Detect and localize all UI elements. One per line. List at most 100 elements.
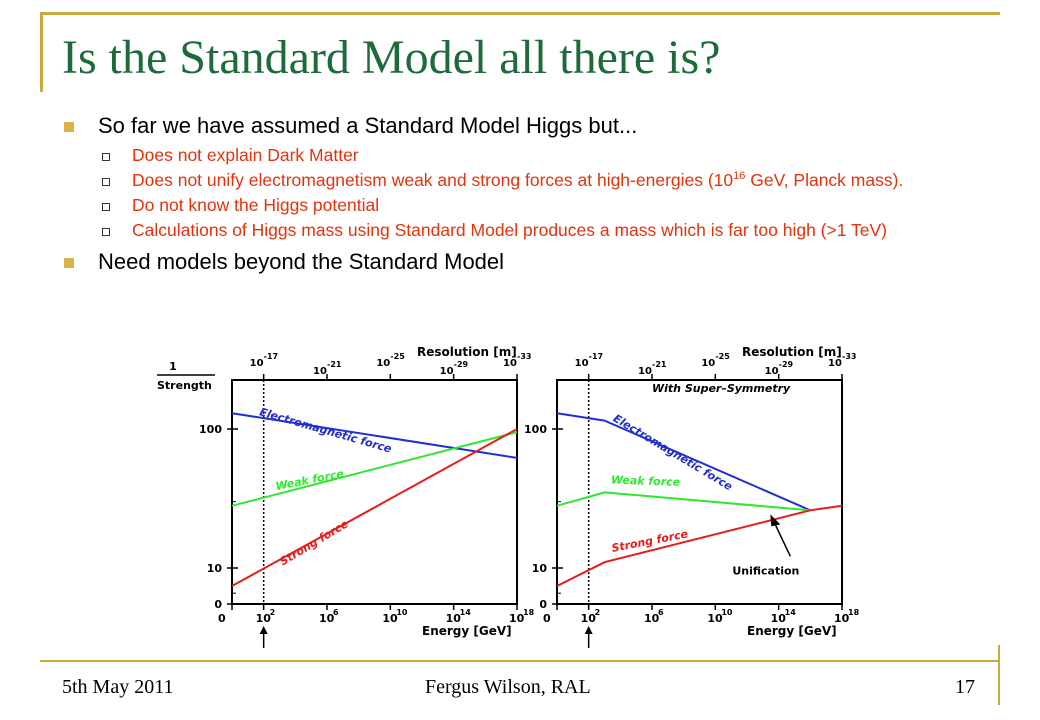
top-tick-label: 10: [765, 366, 779, 377]
y-axis-label-numerator: 1: [169, 360, 177, 373]
x-tick-label: 10: [446, 612, 462, 625]
x-tick-exponent: 10: [721, 608, 733, 617]
x-tick-label: 10: [256, 612, 272, 625]
series-line-electromagnetic-force: [231, 412, 518, 459]
bullet-sm-higgs: So far we have assumed a Standard Model …: [62, 112, 980, 140]
top-tick-exponent: -33: [842, 352, 856, 361]
x-tick-label: 10: [581, 612, 597, 625]
series-line-weak-force: [556, 491, 811, 512]
top-tick-exponent: -25: [715, 352, 730, 361]
top-tick-label: 10: [701, 358, 715, 369]
x-tick-exponent: 6: [333, 608, 339, 617]
top-tick-exponent: -21: [652, 360, 667, 369]
series-line-weak-force: [231, 431, 518, 507]
lep-arrow-head: [584, 626, 593, 634]
sub-bullet-box-icon: [102, 228, 110, 236]
sub-bullet-text: Calculations of Higgs mass using Standar…: [132, 220, 887, 240]
top-tick-label: 10: [638, 366, 652, 377]
series-label: Weak force: [274, 467, 345, 493]
x-axis-label: Energy [GeV]: [422, 624, 512, 638]
top-tick-exponent: -17: [264, 352, 278, 361]
x-tick-label: 10: [319, 612, 335, 625]
y-tick-label: 100: [524, 423, 547, 436]
unification-label: Unification: [732, 564, 799, 577]
footer-author: Fergus Wilson, RAL: [425, 676, 591, 698]
top-tick-exponent: -33: [517, 352, 531, 361]
sub-bullet-dark-matter: Does not explain Dark Matter: [62, 146, 980, 165]
x-tick-exponent: 18: [848, 608, 860, 617]
series-line-strong-force: [231, 428, 518, 587]
top-tick-exponent: -17: [589, 352, 603, 361]
slide-title: Is the Standard Model all there is?: [62, 31, 721, 84]
unification-arrow-head: [770, 514, 781, 527]
series-label: Strong force: [278, 517, 352, 568]
lep-arrow-head: [259, 626, 268, 634]
top-tick-label: 10: [313, 366, 327, 377]
series-label: Electromagnetic force: [258, 405, 393, 455]
footer-date: 5th May 2011: [62, 676, 174, 698]
exponent: 16: [733, 170, 746, 182]
x-tick-label: 0: [218, 612, 226, 625]
series-label: Weak force: [611, 473, 681, 488]
top-tick-label: 10: [575, 358, 589, 369]
top-tick-exponent: -29: [454, 360, 469, 369]
sub-bullet-unification: Does not unify electromagnetism weak and…: [62, 171, 980, 190]
top-tick-label: 10: [440, 366, 454, 377]
y-tick-label: 0: [539, 598, 547, 611]
top-tick-exponent: -21: [327, 360, 342, 369]
footer-right-rule: [998, 645, 1000, 705]
sub-bullet-text: Does not unify electromagnetism weak and…: [132, 170, 734, 190]
top-tick-exponent: -25: [390, 352, 405, 361]
series-line-electromagnetic-force: [556, 412, 811, 512]
x-tick-exponent: 2: [270, 608, 276, 617]
plot-frame: [231, 379, 518, 605]
x-tick-exponent: 10: [396, 608, 408, 617]
y-tick-label: 0: [214, 598, 222, 611]
top-tick-label: 10: [503, 358, 517, 369]
bullet-beyond-sm: Need models beyond the Standard Model: [62, 248, 980, 276]
top-axis-label: Resolution [m]: [742, 345, 842, 359]
sub-bullet-text: Does not explain Dark Matter: [132, 145, 359, 165]
x-tick-label: 10: [644, 612, 660, 625]
y-tick-label: 100: [199, 423, 222, 436]
chart-inner-title: With Super–Symmetry: [652, 382, 791, 395]
x-tick-exponent: 2: [595, 608, 601, 617]
sub-bullet-text-cont: GeV, Planck mass).: [745, 170, 904, 190]
y-tick-label: 10: [207, 562, 223, 575]
sub-bullet-higgs-mass: Calculations of Higgs mass using Standar…: [62, 221, 980, 240]
y-axis-label-denominator: Strength: [157, 379, 212, 392]
footer-page-number: 17: [955, 676, 975, 698]
y-tick-label: 10: [532, 562, 548, 575]
x-tick-label: 10: [382, 612, 398, 625]
top-tick-label: 10: [250, 358, 264, 369]
frame-top-rule: [40, 12, 1000, 15]
bullet-square-icon: [64, 258, 74, 268]
bullet-text: So far we have assumed a Standard Model …: [98, 113, 638, 138]
top-axis-label: Resolution [m]: [417, 345, 517, 359]
x-tick-exponent: 18: [523, 608, 535, 617]
sub-bullet-box-icon: [102, 153, 110, 161]
series-line-strong-force: [556, 504, 843, 587]
x-tick-exponent: 6: [658, 608, 664, 617]
x-tick-label: 10: [509, 612, 525, 625]
sub-bullet-higgs-potential: Do not know the Higgs potential: [62, 196, 980, 215]
x-tick-label: 10: [834, 612, 850, 625]
x-tick-label: 10: [707, 612, 723, 625]
sub-bullet-text: Do not know the Higgs potential: [132, 195, 380, 215]
top-tick-label: 10: [376, 358, 390, 369]
x-tick-label: 10: [771, 612, 787, 625]
frame-left-rule: [40, 12, 43, 92]
sub-bullet-box-icon: [102, 203, 110, 211]
x-axis-label: Energy [GeV]: [747, 624, 837, 638]
x-tick-exponent: 14: [460, 608, 472, 617]
bullet-list: So far we have assumed a Standard Model …: [62, 112, 980, 282]
bullet-square-icon: [64, 122, 74, 132]
x-tick-label: 0: [543, 612, 551, 625]
x-tick-exponent: 14: [785, 608, 797, 617]
plot-frame: [556, 379, 843, 605]
sub-bullet-box-icon: [102, 178, 110, 186]
top-tick-label: 10: [828, 358, 842, 369]
bullet-text: Need models beyond the Standard Model: [98, 249, 505, 274]
